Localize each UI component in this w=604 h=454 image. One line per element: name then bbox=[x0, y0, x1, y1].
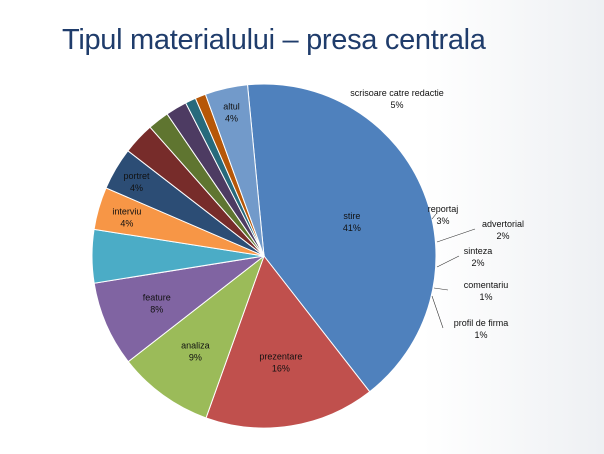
slice-percent-analiza: 9% bbox=[189, 353, 202, 363]
slice-label-sinteza: sinteza bbox=[464, 246, 493, 256]
slice-label-portret: portret bbox=[124, 171, 151, 181]
slice-percent-comentariu: 1% bbox=[479, 292, 492, 302]
slide-title: Tipul materialului – presa centrala bbox=[62, 24, 486, 56]
slice-label-scrisoare-catre-redactie: scrisoare catre redactie bbox=[350, 88, 444, 98]
slice-percent-interviu: 4% bbox=[120, 218, 133, 228]
leader-line-sinteza bbox=[436, 255, 460, 268]
slice-percent-scrisoare-catre-redactie: 5% bbox=[390, 100, 403, 110]
leader-line-comentariu bbox=[433, 287, 449, 291]
slice-label-interviu: interviu bbox=[112, 206, 141, 216]
slice-percent-reportaj: 3% bbox=[436, 216, 449, 226]
pie-slice-prezentare bbox=[205, 254, 371, 429]
slice-percent-prezentare: 16% bbox=[272, 363, 290, 373]
slice-label-comentariu: comentariu bbox=[464, 280, 509, 290]
slice-percent-sinteza: 2% bbox=[471, 258, 484, 268]
slice-percent-advertorial: 2% bbox=[496, 231, 509, 241]
slice-percent-stire: 41% bbox=[343, 223, 361, 233]
slice-percent-profil-de-firma: 1% bbox=[474, 330, 487, 340]
slice-percent-feature: 8% bbox=[150, 305, 163, 315]
slice-label-prezentare: prezentare bbox=[259, 351, 302, 361]
slice-label-reportaj: reportaj bbox=[428, 204, 459, 214]
leader-line-profil-de-firma bbox=[431, 295, 444, 329]
pie-slice-analiza bbox=[127, 254, 266, 419]
slice-label-advertorial: advertorial bbox=[482, 219, 524, 229]
leader-line-reportaj bbox=[431, 213, 437, 220]
slice-label-stire: stire bbox=[343, 211, 360, 221]
slice-percent-altul: 4% bbox=[225, 114, 238, 124]
slice-percent-portret: 4% bbox=[130, 183, 143, 193]
slice-label-feature: feature bbox=[143, 293, 171, 303]
slice-label-altul: altul bbox=[223, 102, 240, 112]
leader-line-advertorial bbox=[436, 228, 476, 243]
pie-slice-stire bbox=[246, 83, 437, 393]
pie-slice-altul bbox=[204, 84, 265, 257]
slice-label-analiza: analiza bbox=[181, 341, 210, 351]
slice-label-profil-de-firma: profil de firma bbox=[454, 318, 509, 328]
